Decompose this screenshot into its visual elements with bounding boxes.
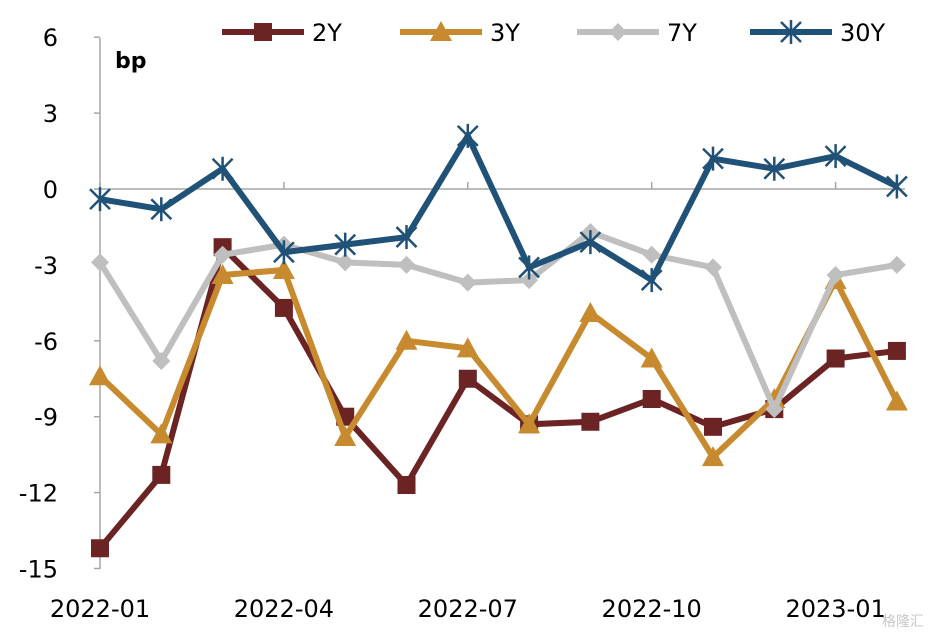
legend-label: 3Y xyxy=(490,19,520,47)
series-line xyxy=(99,129,899,285)
legend-label: 2Y xyxy=(312,19,342,47)
data-point-marker xyxy=(824,144,847,169)
data-point-marker xyxy=(458,369,477,388)
data-point-marker xyxy=(456,123,479,148)
legend: 2Y 3Y 7Y 30Y xyxy=(222,19,886,47)
series-3y xyxy=(89,258,908,467)
data-point-marker xyxy=(826,349,845,368)
data-point-marker xyxy=(518,413,541,434)
legend-item-30y: 30Y xyxy=(750,19,886,47)
data-point-marker xyxy=(763,156,786,181)
data-point-marker xyxy=(274,298,293,317)
data-point-marker xyxy=(89,365,111,386)
data-point-marker xyxy=(887,341,906,360)
series-line xyxy=(97,266,900,462)
data-point-marker xyxy=(642,389,661,408)
series-layer xyxy=(89,123,908,558)
legend-item-2y: 2Y xyxy=(222,19,342,47)
x-axis-tick-labels: 2022-01 2022-04 2022-07 2022-10 2023-01 xyxy=(50,595,886,623)
data-point-marker xyxy=(397,476,416,495)
data-point-marker xyxy=(885,390,908,411)
data-point-marker xyxy=(458,273,477,292)
y-axis-tick-labels: 6 3 0 -3 -6 -9 -12 -15 xyxy=(19,24,58,583)
y-tick-label: -15 xyxy=(19,556,58,584)
x-tick-label: 2022-04 xyxy=(234,595,334,623)
data-point-marker xyxy=(273,240,295,265)
y-tick-label: -9 xyxy=(34,404,58,432)
data-point-marker xyxy=(780,20,802,44)
data-point-marker xyxy=(826,266,845,285)
data-point-marker xyxy=(395,225,418,250)
x-tick-label: 2023-01 xyxy=(785,595,885,623)
data-point-marker xyxy=(430,21,452,41)
data-point-marker xyxy=(89,187,111,212)
data-point-marker xyxy=(642,245,661,264)
data-point-marker xyxy=(518,255,540,280)
data-point-marker xyxy=(150,197,173,222)
legend-label: 30Y xyxy=(840,19,886,47)
data-point-marker xyxy=(702,446,724,467)
data-point-marker xyxy=(579,301,602,322)
data-point-marker xyxy=(765,400,784,419)
y-tick-label: -3 xyxy=(34,252,58,280)
x-tick-label: 2022-10 xyxy=(602,595,702,623)
data-point-marker xyxy=(579,230,602,255)
data-point-marker xyxy=(397,255,416,274)
data-point-marker xyxy=(152,465,171,484)
data-point-marker xyxy=(211,156,234,181)
y-axis-unit-label: bp xyxy=(115,49,147,74)
data-point-marker xyxy=(334,232,357,257)
x-tick-label: 2022-01 xyxy=(50,595,150,623)
y-tick-label: -6 xyxy=(34,328,58,356)
data-point-marker xyxy=(581,412,600,431)
data-point-marker xyxy=(150,423,173,444)
axes xyxy=(94,36,905,570)
data-point-marker xyxy=(520,271,539,290)
data-point-marker xyxy=(887,255,906,274)
data-point-marker xyxy=(640,268,663,293)
data-point-marker xyxy=(886,174,908,199)
legend-item-7y: 7Y xyxy=(577,19,697,47)
data-point-marker xyxy=(702,146,724,171)
legend-item-3y: 3Y xyxy=(400,19,520,47)
data-point-marker xyxy=(211,264,234,285)
data-point-marker xyxy=(91,253,109,272)
data-point-marker xyxy=(213,245,232,264)
y-tick-label: 0 xyxy=(43,176,58,204)
series-line xyxy=(97,228,898,417)
data-point-marker xyxy=(272,258,295,279)
series-30y xyxy=(89,123,908,293)
data-point-marker xyxy=(336,253,355,272)
data-point-marker xyxy=(254,23,272,41)
data-point-marker xyxy=(609,23,627,41)
watermark-text: 格隆汇 xyxy=(882,614,924,630)
data-point-marker xyxy=(395,329,418,350)
data-point-marker xyxy=(704,417,722,436)
data-point-marker xyxy=(91,539,109,558)
y-tick-label: -12 xyxy=(19,480,58,508)
series-2y xyxy=(91,238,906,558)
data-point-marker xyxy=(640,347,663,368)
data-point-marker xyxy=(704,258,722,277)
y-tick-label: 6 xyxy=(43,24,58,52)
data-point-marker xyxy=(152,352,171,371)
y-tick-label: 3 xyxy=(43,100,58,128)
data-point-marker xyxy=(334,425,357,446)
legend-label: 7Y xyxy=(667,19,697,47)
x-tick-label: 2022-07 xyxy=(418,595,518,623)
data-point-marker xyxy=(456,337,479,358)
